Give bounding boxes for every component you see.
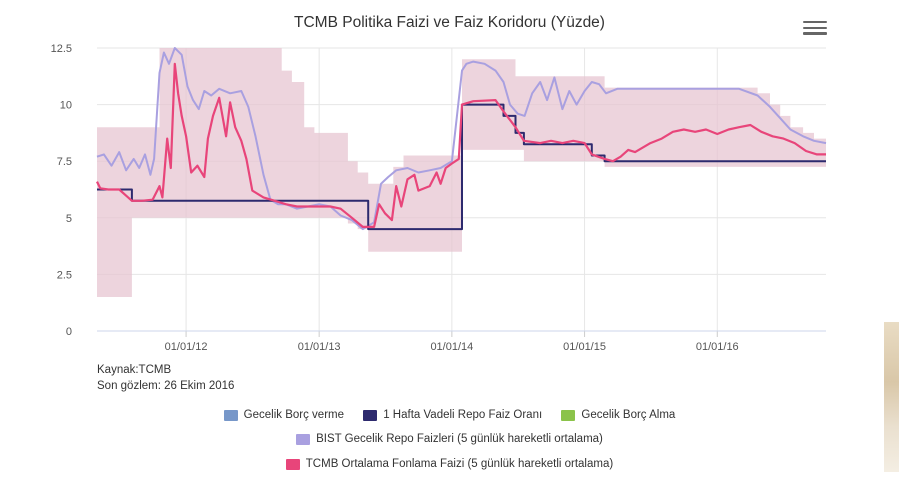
menu-line — [803, 26, 827, 29]
chart-plot: 0 2.5 5 7.5 10 12.5 01/01/12 01/01/13 01/01/14 01… — [51, 43, 827, 353]
y-tick-label: 2.5 — [57, 269, 72, 281]
legend-row-2: BIST Gecelik Repo Faizleri (5 günlük har… — [0, 433, 899, 448]
chart-credits: Kaynak:TCMB Son gözlem: 26 Ekim 2016 — [97, 362, 234, 394]
legend-swatch — [296, 433, 311, 445]
legend-row-1: Gecelik Borç verme 1 Hafta Vadeli Repo F… — [0, 409, 899, 424]
menu-line — [803, 21, 827, 24]
adjacent-photo-edge — [884, 322, 899, 472]
y-tick-label: 7.5 — [57, 156, 72, 168]
legend-label: TCMB Ortalama Fonlama Faizi (5 günlük ha… — [305, 458, 614, 470]
y-tick-label: 10 — [60, 100, 72, 112]
series-line-tcmb-fonlama — [96, 62, 826, 228]
last-observation-text: Son gözlem: 26 Ekim 2016 — [97, 380, 235, 392]
legend-label: Gecelik Borç verme — [243, 409, 345, 421]
x-tick-label: 01/01/12 — [165, 341, 208, 353]
legend-item-bist-repo[interactable]: BIST Gecelik Repo Faizleri (5 günlük har… — [296, 433, 603, 445]
source-text: Kaynak:TCMB — [97, 364, 172, 376]
series-lines — [96, 47, 827, 231]
x-tick-label: 01/01/15 — [563, 341, 606, 353]
chart-title: TCMB Politika Faizi ve Faiz Koridoru (Yü… — [294, 14, 605, 31]
legend-label: BIST Gecelik Repo Faizleri (5 günlük har… — [316, 433, 603, 445]
hamburger-menu-icon[interactable] — [803, 21, 827, 37]
legend-label: 1 Hafta Vadeli Repo Faiz Oranı — [383, 409, 543, 421]
x-tick-label: 01/01/13 — [298, 341, 341, 353]
menu-line — [803, 32, 827, 35]
x-tick-label: 01/01/14 — [430, 341, 473, 353]
legend-swatch — [285, 458, 300, 470]
legend-row-3: TCMB Ortalama Fonlama Faizi (5 günlük ha… — [0, 458, 899, 473]
x-tick-label: 01/01/16 — [696, 341, 739, 353]
y-tick-label: 5 — [66, 213, 72, 225]
legend-item-1-hafta-repo[interactable]: 1 Hafta Vadeli Repo Faiz Oranı — [363, 409, 542, 421]
series-line-bist-repo — [96, 47, 827, 231]
axis-labels: 0 2.5 5 7.5 10 12.5 01/01/12 01/01/13 01/01/14 01… — [51, 43, 739, 353]
legend-item-tcmb-fonlama[interactable]: TCMB Ortalama Fonlama Faizi (5 günlük ha… — [285, 458, 614, 470]
legend-label: Gecelik Borç Alma — [581, 409, 676, 421]
legend-swatch — [561, 409, 576, 421]
y-tick-label: 0 — [66, 326, 72, 338]
legend-swatch — [363, 409, 378, 421]
legend-swatch — [223, 409, 238, 421]
legend-item-gecelik-borc-verme[interactable]: Gecelik Borç verme — [223, 409, 345, 421]
legend-item-gecelik-borc-alma[interactable]: Gecelik Borç Alma — [561, 409, 675, 421]
y-tick-label: 12.5 — [51, 43, 72, 55]
